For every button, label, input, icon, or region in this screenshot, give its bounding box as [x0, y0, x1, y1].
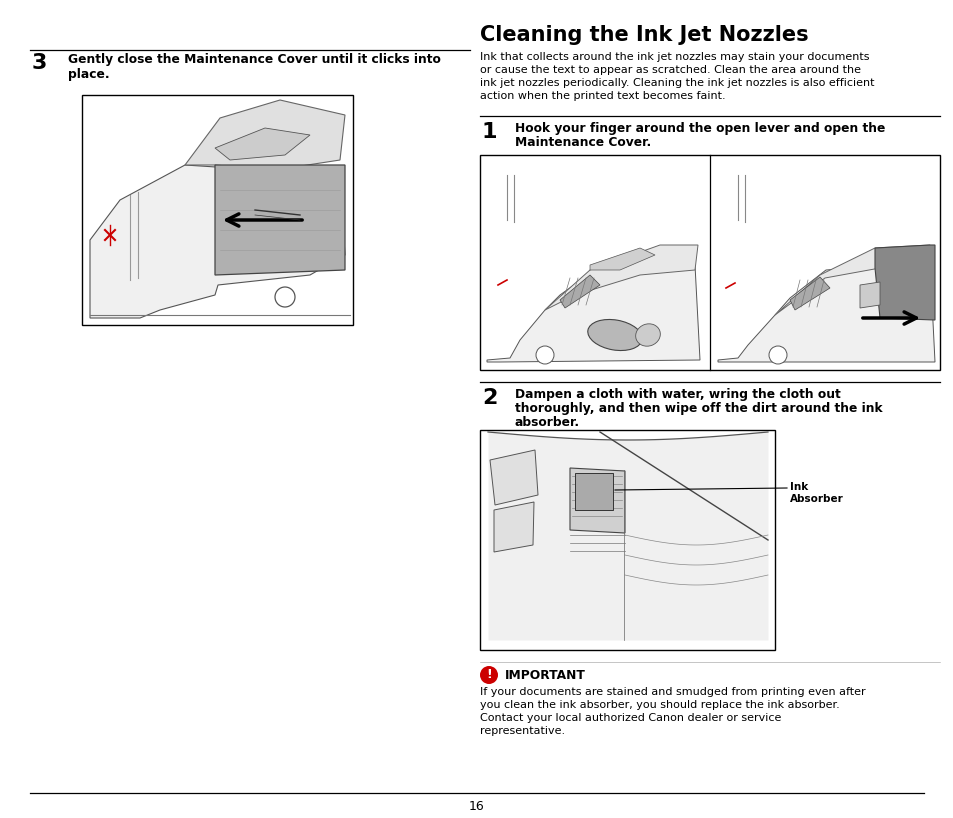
Circle shape	[536, 346, 554, 364]
Text: you clean the ink absorber, you should replace the ink absorber.: you clean the ink absorber, you should r…	[479, 700, 839, 710]
Polygon shape	[214, 128, 310, 160]
Polygon shape	[559, 275, 599, 308]
Polygon shape	[494, 502, 534, 552]
Text: Ink: Ink	[789, 482, 807, 492]
Text: Hook your finger around the open lever and open the: Hook your finger around the open lever a…	[515, 122, 884, 135]
Text: Absorber: Absorber	[789, 494, 842, 504]
Text: Ink that collects around the ink jet nozzles may stain your documents: Ink that collects around the ink jet noz…	[479, 52, 868, 62]
Text: representative.: representative.	[479, 726, 564, 736]
Polygon shape	[789, 277, 829, 310]
Circle shape	[479, 666, 497, 684]
Polygon shape	[718, 262, 934, 362]
Text: !: !	[486, 668, 492, 681]
Polygon shape	[544, 245, 698, 310]
Text: IMPORTANT: IMPORTANT	[504, 669, 585, 682]
Text: place.: place.	[68, 68, 110, 81]
Polygon shape	[490, 450, 537, 505]
Text: Contact your local authorized Canon dealer or service: Contact your local authorized Canon deal…	[479, 713, 781, 723]
Polygon shape	[859, 282, 879, 308]
Text: thoroughly, and then wipe off the dirt around the ink: thoroughly, and then wipe off the dirt a…	[515, 402, 882, 415]
Text: Gently close the Maintenance Cover until it clicks into: Gently close the Maintenance Cover until…	[68, 53, 440, 66]
Bar	[479, 430, 774, 650]
Polygon shape	[874, 245, 934, 320]
Polygon shape	[486, 265, 700, 362]
Text: Cleaning the Ink Jet Nozzles: Cleaning the Ink Jet Nozzles	[479, 25, 808, 45]
Polygon shape	[575, 473, 613, 510]
Text: Dampen a cloth with water, wring the cloth out: Dampen a cloth with water, wring the clo…	[515, 388, 840, 401]
Text: 2: 2	[481, 388, 497, 408]
Ellipse shape	[587, 320, 641, 351]
Text: If your documents are stained and smudged from printing even after: If your documents are stained and smudge…	[479, 687, 864, 697]
Bar	[479, 155, 939, 370]
Text: ink jet nozzles periodically. Cleaning the ink jet nozzles is also efficient: ink jet nozzles periodically. Cleaning t…	[479, 78, 874, 88]
Text: Maintenance Cover.: Maintenance Cover.	[515, 136, 651, 149]
Text: 16: 16	[469, 800, 484, 813]
Text: action when the printed text becomes faint.: action when the printed text becomes fai…	[479, 91, 725, 101]
Circle shape	[768, 346, 786, 364]
Polygon shape	[589, 248, 655, 270]
Ellipse shape	[635, 324, 659, 346]
Polygon shape	[774, 245, 929, 315]
Text: 3: 3	[32, 53, 48, 73]
Polygon shape	[185, 100, 345, 170]
Text: absorber.: absorber.	[515, 416, 579, 429]
Polygon shape	[569, 468, 624, 533]
Circle shape	[274, 287, 294, 307]
Polygon shape	[214, 165, 345, 275]
Polygon shape	[90, 165, 345, 318]
Text: or cause the text to appear as scratched. Clean the area around the: or cause the text to appear as scratched…	[479, 65, 861, 75]
Text: 1: 1	[481, 122, 497, 142]
Bar	[82, 95, 353, 325]
